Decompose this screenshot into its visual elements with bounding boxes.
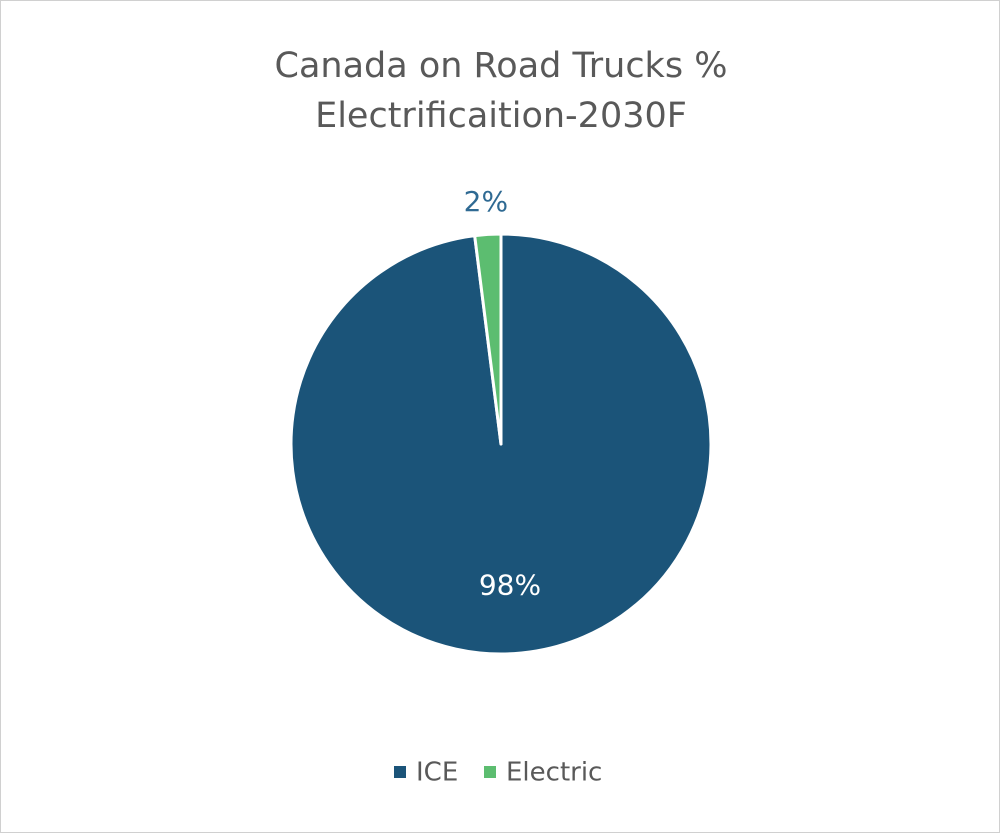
pie-slice [473,232,503,446]
data-label: 2% [464,185,508,218]
legend-swatch [394,766,406,778]
legend-label: Electric [506,758,602,788]
data-label: 98% [479,569,541,602]
legend-swatch [484,766,496,778]
legend-label: ICE [416,758,458,788]
chart-title: Canada on Road Trucks % Electrificaition… [274,46,728,136]
